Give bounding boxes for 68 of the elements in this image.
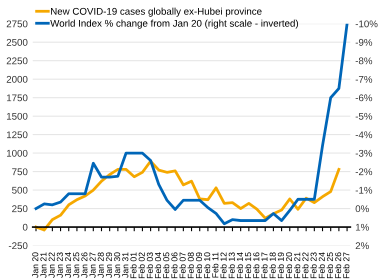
- legend-label: World Index % change from Jan 20 (right scale - inverted): [50, 20, 298, 29]
- x-tick-label: Jan 20: [32, 252, 38, 278]
- y2-tick-label: -9%: [356, 38, 372, 46]
- x-tick-label: Feb 09: [196, 252, 202, 278]
- y-tick-label: 750: [12, 168, 28, 176]
- x-tick-label: Feb 19: [278, 252, 284, 278]
- x-tick-label: Feb 21: [294, 252, 300, 278]
- x-tick-label: Jan 30: [114, 252, 120, 278]
- x-tick-label: Feb 03: [146, 252, 153, 278]
- x-tick-label: Jan 22: [48, 252, 55, 278]
- y-tick-label: 0: [22, 224, 28, 231]
- x-tick-label: Feb 07: [179, 252, 186, 278]
- x-tick-label: Jan 21: [40, 252, 46, 278]
- y2-tick-label: -1%: [356, 186, 372, 194]
- y2-tick-label: -6%: [356, 94, 372, 102]
- y-tick-label: 1750: [6, 94, 28, 102]
- y2-tick-label: -10%: [356, 20, 378, 28]
- x-tick-label: Jan 27: [90, 252, 96, 278]
- y-tick-label: 1000: [6, 150, 28, 157]
- x-tick-label: Feb 20: [286, 252, 292, 278]
- legend-label: New COVID-19 cases globally ex-Hubei province: [51, 8, 262, 17]
- y2-tick-label: -8%: [356, 57, 372, 64]
- y-tick-label: -250: [8, 242, 28, 250]
- x-tick-label: Feb 06: [171, 252, 178, 278]
- y-tick-label: 500: [12, 186, 28, 194]
- x-tick-label: Feb 01: [130, 252, 137, 278]
- x-tick-label: Feb 11: [212, 252, 218, 278]
- x-tick-label: Feb 15: [244, 252, 252, 278]
- x-tick-label: Feb 26: [334, 252, 342, 278]
- x-tick-label: Feb 12: [220, 252, 227, 278]
- y2-tick-label: -5%: [356, 112, 372, 120]
- x-tick-label: Feb 18: [269, 252, 276, 278]
- x-tick-label: Jan 25: [73, 252, 80, 278]
- x-tick-label: Feb 10: [204, 252, 210, 278]
- x-tick-label: Feb 13: [228, 252, 235, 278]
- x-tick-label: Jan 26: [81, 252, 88, 278]
- y-tick-label: 2250: [6, 57, 28, 64]
- y-tick-label: 2000: [6, 76, 28, 83]
- x-tick-label: Feb 16: [253, 252, 260, 278]
- x-tick-label: Jan 24: [64, 252, 72, 278]
- x-tick-label: Feb 14: [236, 252, 243, 278]
- x-tick-label: Feb 22: [302, 252, 308, 278]
- y2-tick-label: -4%: [356, 131, 372, 138]
- y2-tick-label: -3%: [356, 150, 372, 157]
- x-tick-label: Feb 02: [138, 252, 145, 278]
- y-tick-label: 2750: [6, 20, 28, 28]
- x-tick-label: Jan 28: [98, 252, 104, 278]
- x-tick-label: Feb 23: [310, 252, 317, 278]
- x-tick-label: Feb 08: [188, 252, 194, 278]
- x-tick-label: Feb 24: [318, 252, 325, 278]
- y2-tick-label: -7%: [356, 76, 372, 83]
- x-tick-label: Feb 04: [154, 252, 162, 278]
- x-tick-label: Feb 05: [162, 252, 170, 278]
- x-tick-label: Jan 23: [56, 252, 63, 278]
- x-tick-label: Feb 25: [326, 252, 334, 278]
- x-tick-label: Feb 27: [343, 252, 350, 278]
- x-tick-label: Jan 29: [106, 252, 112, 278]
- line-series: [34, 160, 340, 232]
- y-tick-label: 250: [12, 205, 28, 212]
- y2-tick-label: 0%: [356, 205, 369, 212]
- y2-tick-label: -2%: [356, 168, 372, 176]
- x-tick-label: Feb 17: [261, 252, 268, 278]
- y2-tick-label: 2%: [356, 242, 369, 250]
- y-tick-label: 1500: [6, 112, 28, 120]
- y-tick-label: 2500: [6, 38, 28, 46]
- x-tick-label: Jan 31: [122, 252, 128, 278]
- y2-tick-label: 1%: [356, 224, 369, 231]
- y-tick-label: 1250: [6, 131, 28, 138]
